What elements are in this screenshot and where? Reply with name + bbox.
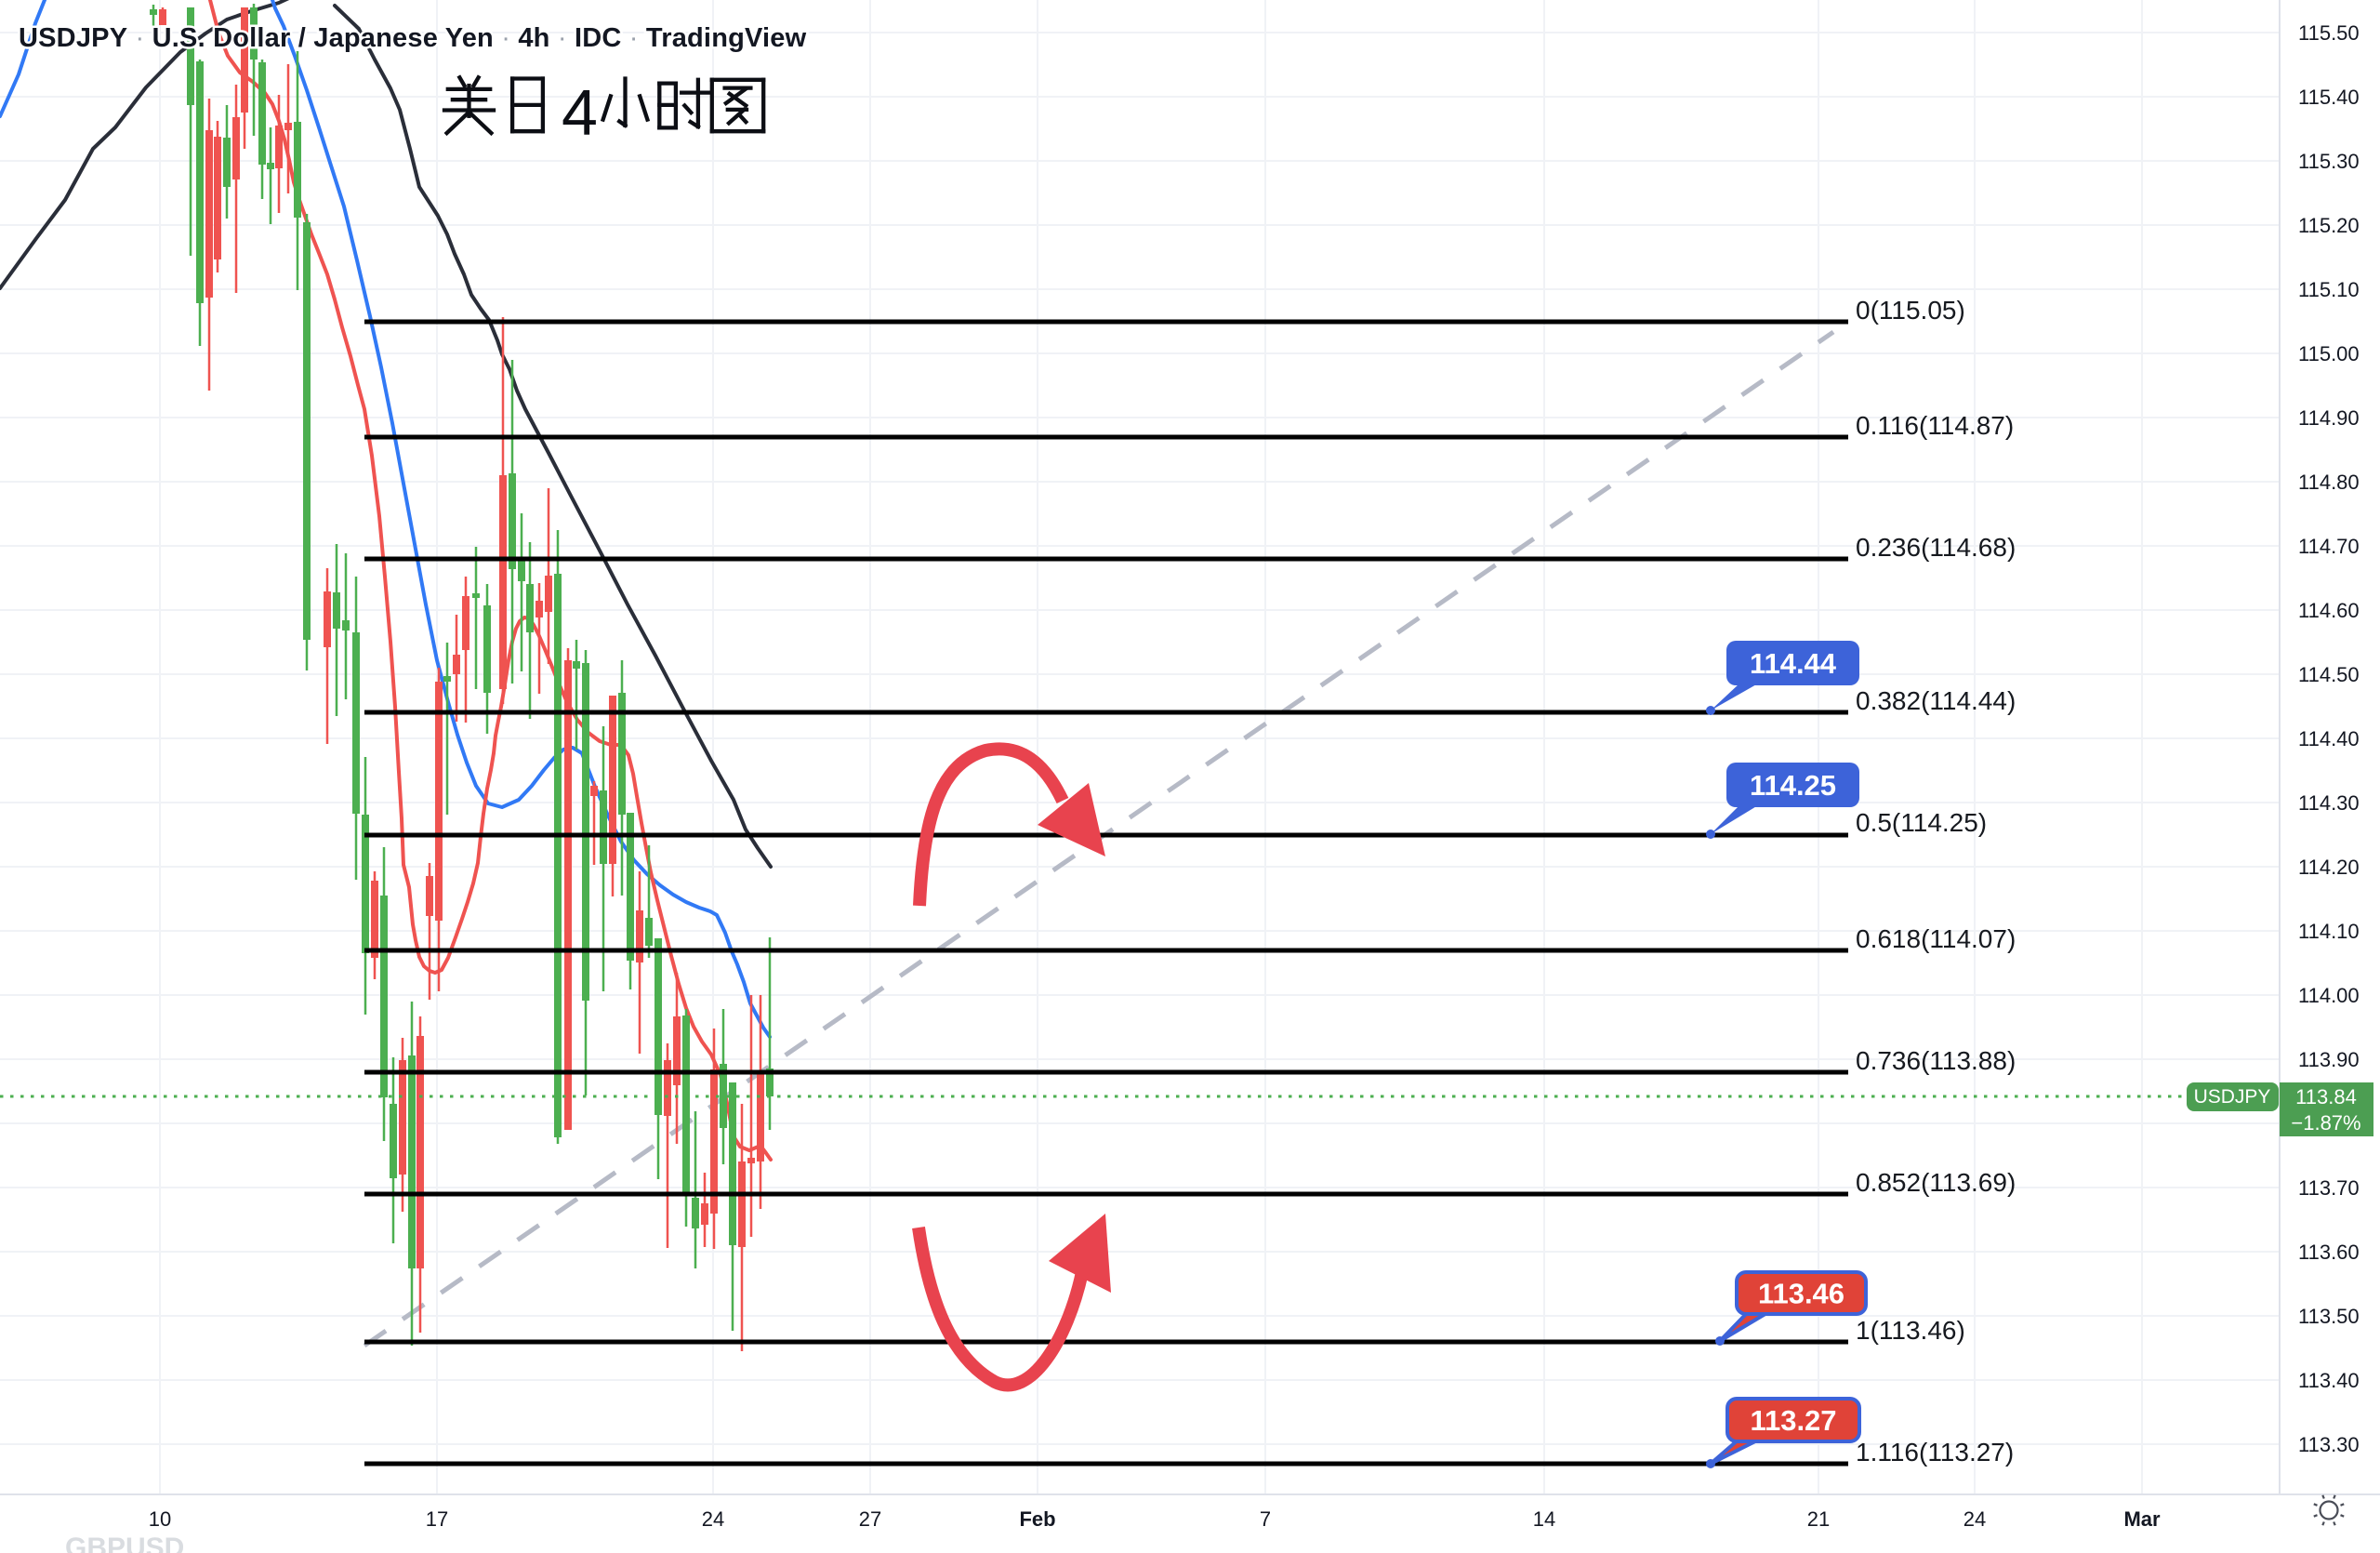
svg-text:1(113.46): 1(113.46) [1856, 1316, 1965, 1345]
svg-text:17: 17 [426, 1507, 448, 1531]
svg-text:0.236(114.68): 0.236(114.68) [1856, 533, 2016, 562]
svg-text:0(115.05): 0(115.05) [1856, 296, 1965, 325]
svg-text:114.25: 114.25 [1750, 769, 1836, 802]
svg-text:114.00: 114.00 [2298, 984, 2360, 1007]
svg-text:114.80: 114.80 [2298, 471, 2360, 494]
svg-text:14: 14 [1533, 1507, 1555, 1531]
svg-text:0.618(114.07): 0.618(114.07) [1856, 924, 2016, 953]
svg-text:113.90: 113.90 [2298, 1048, 2360, 1071]
svg-text:115.00: 115.00 [2298, 342, 2360, 365]
svg-text:USDJPY · U.S. Dollar / Japanes: USDJPY · U.S. Dollar / Japanese Yen · 4h… [19, 23, 807, 53]
svg-text:113.27: 113.27 [1750, 1404, 1836, 1437]
svg-text:24: 24 [702, 1507, 724, 1531]
svg-text:0.116(114.87): 0.116(114.87) [1856, 411, 2014, 440]
svg-text:0.736(113.88): 0.736(113.88) [1856, 1046, 2016, 1075]
svg-text:114.70: 114.70 [2298, 535, 2360, 558]
svg-text:0.852(113.69): 0.852(113.69) [1856, 1168, 2016, 1197]
svg-text:115.20: 115.20 [2298, 214, 2360, 237]
svg-text:114.20: 114.20 [2298, 856, 2360, 879]
svg-text:114.50: 114.50 [2298, 663, 2360, 686]
svg-text:Mar: Mar [2123, 1507, 2161, 1531]
svg-text:114.30: 114.30 [2298, 791, 2360, 815]
svg-text:10: 10 [149, 1507, 171, 1531]
svg-text:4: 4 [562, 76, 598, 149]
svg-text:Feb: Feb [1019, 1507, 1055, 1531]
svg-text:113.40: 113.40 [2298, 1369, 2360, 1392]
svg-text:27: 27 [859, 1507, 881, 1531]
svg-text:113.30: 113.30 [2298, 1433, 2360, 1456]
svg-text:113.46: 113.46 [1758, 1278, 1844, 1310]
svg-text:7: 7 [1260, 1507, 1271, 1531]
svg-text:114.10: 114.10 [2298, 920, 2360, 943]
svg-text:114.60: 114.60 [2298, 599, 2360, 622]
svg-text:113.50: 113.50 [2298, 1305, 2360, 1328]
svg-text:115.10: 115.10 [2298, 278, 2360, 301]
svg-text:24: 24 [1964, 1507, 1986, 1531]
svg-text:113.84: 113.84 [2295, 1085, 2357, 1108]
svg-text:115.50: 115.50 [2298, 21, 2360, 45]
svg-text:0.382(114.44): 0.382(114.44) [1856, 686, 2016, 715]
svg-text:115.30: 115.30 [2298, 150, 2360, 173]
svg-text:113.60: 113.60 [2298, 1241, 2360, 1264]
svg-text:0.5(114.25): 0.5(114.25) [1856, 808, 1987, 837]
svg-text:114.44: 114.44 [1750, 647, 1837, 680]
svg-text:115.40: 115.40 [2298, 86, 2360, 109]
svg-text:113.70: 113.70 [2298, 1176, 2360, 1200]
svg-text:−1.87%: −1.87% [2291, 1111, 2360, 1135]
svg-text:21: 21 [1807, 1507, 1830, 1531]
svg-text:114.40: 114.40 [2298, 727, 2360, 750]
svg-text:GBPUSD: GBPUSD [65, 1533, 184, 1553]
svg-text:1.116(113.27): 1.116(113.27) [1856, 1438, 2014, 1467]
svg-text:USDJPY: USDJPY [2194, 1086, 2271, 1108]
svg-text:114.90: 114.90 [2298, 406, 2360, 430]
